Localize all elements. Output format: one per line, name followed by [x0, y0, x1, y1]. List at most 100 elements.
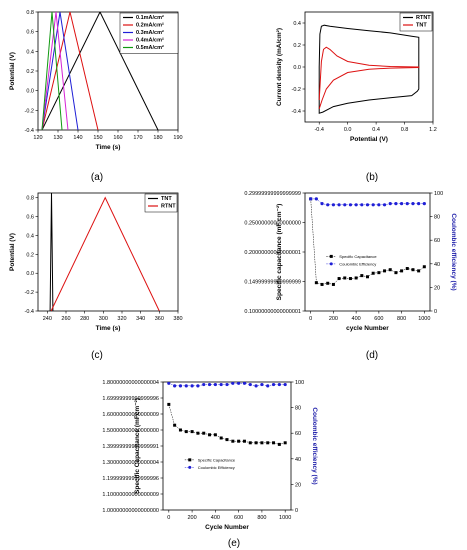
x-tick-label: 0	[309, 316, 312, 322]
legend-label: TNT	[161, 196, 172, 202]
data-point	[283, 382, 287, 387]
y-tick-label: 0.2	[293, 43, 301, 49]
x-tick-label: 800	[397, 316, 406, 322]
legend-label: RTNT	[161, 204, 176, 210]
x-tick-label: 200	[187, 515, 196, 521]
panel-label: (a)	[91, 172, 103, 183]
data-point	[271, 382, 276, 387]
x-tick-label: 340	[136, 316, 145, 322]
plot-area	[309, 197, 426, 286]
data-point	[377, 203, 381, 207]
x-tick-label: 1000	[279, 515, 291, 521]
data-point	[411, 202, 415, 206]
y-axis-label: Specific capacitance (mF cm⁻²)	[276, 204, 283, 301]
x-tick-label: 400	[211, 515, 220, 521]
data-point	[242, 382, 247, 385]
x-tick-label: 170	[133, 135, 142, 141]
panel-label: (e)	[228, 538, 240, 549]
data-point	[405, 202, 409, 206]
y-tick-label: 0.0	[26, 89, 34, 95]
x-tick-label: 600	[374, 316, 383, 322]
legend-marker	[329, 262, 333, 266]
data-point	[248, 441, 252, 445]
y-tick-label: 0.2	[26, 69, 34, 75]
data-point	[219, 382, 223, 387]
y2-tick-label: 0	[434, 309, 437, 315]
data-point	[225, 382, 229, 387]
x-tick-label: -0.4	[314, 127, 323, 133]
series-line-4	[41, 12, 69, 130]
legend-marker	[188, 458, 192, 462]
x-tick-label: 190	[173, 135, 182, 141]
legend: RTNT TNT	[399, 12, 433, 32]
data-point	[260, 441, 264, 445]
data-point	[354, 203, 358, 207]
x-axis-label: cycle Number	[346, 325, 389, 332]
legend: Specific Capacitance Coulombic Efficiency	[184, 457, 236, 470]
x-tick-label: 280	[80, 316, 89, 322]
data-point	[208, 433, 212, 437]
legend-label: Coulombic Efficiency	[198, 465, 235, 470]
data-point	[277, 382, 281, 387]
data-point	[326, 203, 330, 207]
legend-label: RTNT	[416, 15, 431, 21]
data-point	[202, 382, 206, 387]
y2-tick-label: 80	[434, 215, 440, 221]
data-point	[348, 277, 352, 281]
chart-panel-2: -0.4 0.0 0.4 0.8 1.2 -0.4 -0.2 0.0 0.2 0.4 Potenti…	[276, 11, 437, 143]
data-point	[277, 442, 281, 446]
data-point	[377, 271, 381, 275]
data-point	[394, 202, 398, 206]
y-axis-label: Potential (V)	[9, 233, 16, 271]
plot-frame	[304, 192, 431, 312]
data-point	[272, 441, 276, 445]
y2-axis-label: Coulombic efficiency (%)	[311, 407, 318, 484]
y-tick-label: 0.0	[293, 65, 301, 71]
x-tick-label: 320	[117, 316, 126, 322]
series-line-1	[310, 198, 425, 285]
data-point	[237, 439, 241, 443]
y-tick-label: 0.2	[26, 252, 34, 258]
x-tick-label: 130	[53, 135, 62, 141]
y-tick-label: 0.6	[26, 30, 34, 36]
x-tick-label: 1.2	[429, 127, 437, 133]
plot-area	[167, 382, 287, 446]
data-point	[213, 433, 217, 437]
data-point	[399, 202, 404, 206]
data-point	[371, 271, 375, 275]
data-point	[231, 382, 235, 385]
y2-tick-label: 80	[295, 406, 301, 412]
data-point	[260, 382, 264, 387]
y-tick-label: 1.10000000000000009	[102, 492, 159, 498]
legend-label: 0.3mA/cm²	[136, 29, 164, 36]
y2-tick-label: 0	[295, 508, 298, 514]
data-point	[314, 281, 318, 285]
data-point	[254, 441, 258, 445]
data-point	[178, 428, 182, 432]
y2-tick-label: 100	[295, 380, 304, 386]
x-axis-label: Potential (V)	[350, 136, 388, 143]
plot-area	[41, 12, 159, 130]
data-point	[207, 382, 212, 387]
y-tick-label: 0.8	[26, 10, 34, 16]
x-tick-label: 300	[99, 316, 108, 322]
y-tick-label: 1.69999999999999996	[102, 396, 159, 402]
data-point	[320, 202, 324, 206]
y-tick-label: -0.2	[292, 87, 301, 93]
x-tick-label: 180	[153, 135, 162, 141]
legend-label: Specific Capacitance	[198, 457, 236, 462]
y-tick-label: 0.10000000000000001	[244, 309, 301, 315]
data-point	[225, 438, 229, 442]
legend: 0.1mA/cm²0.2mA/cm²0.3mA/cm²0.4mA/cm²0.5m…	[119, 12, 179, 54]
data-point	[190, 430, 194, 434]
data-point	[343, 276, 347, 280]
data-point	[326, 281, 330, 285]
y-axis-label: Current density (mA/cm²)	[276, 28, 283, 106]
data-point	[314, 197, 318, 201]
data-point	[231, 439, 235, 443]
data-point	[173, 423, 177, 427]
y-axis-label: Specific Capacitance (mFcm⁻²)	[134, 398, 141, 494]
series-line-1	[318, 24, 420, 114]
panel-label: (b)	[366, 172, 378, 183]
